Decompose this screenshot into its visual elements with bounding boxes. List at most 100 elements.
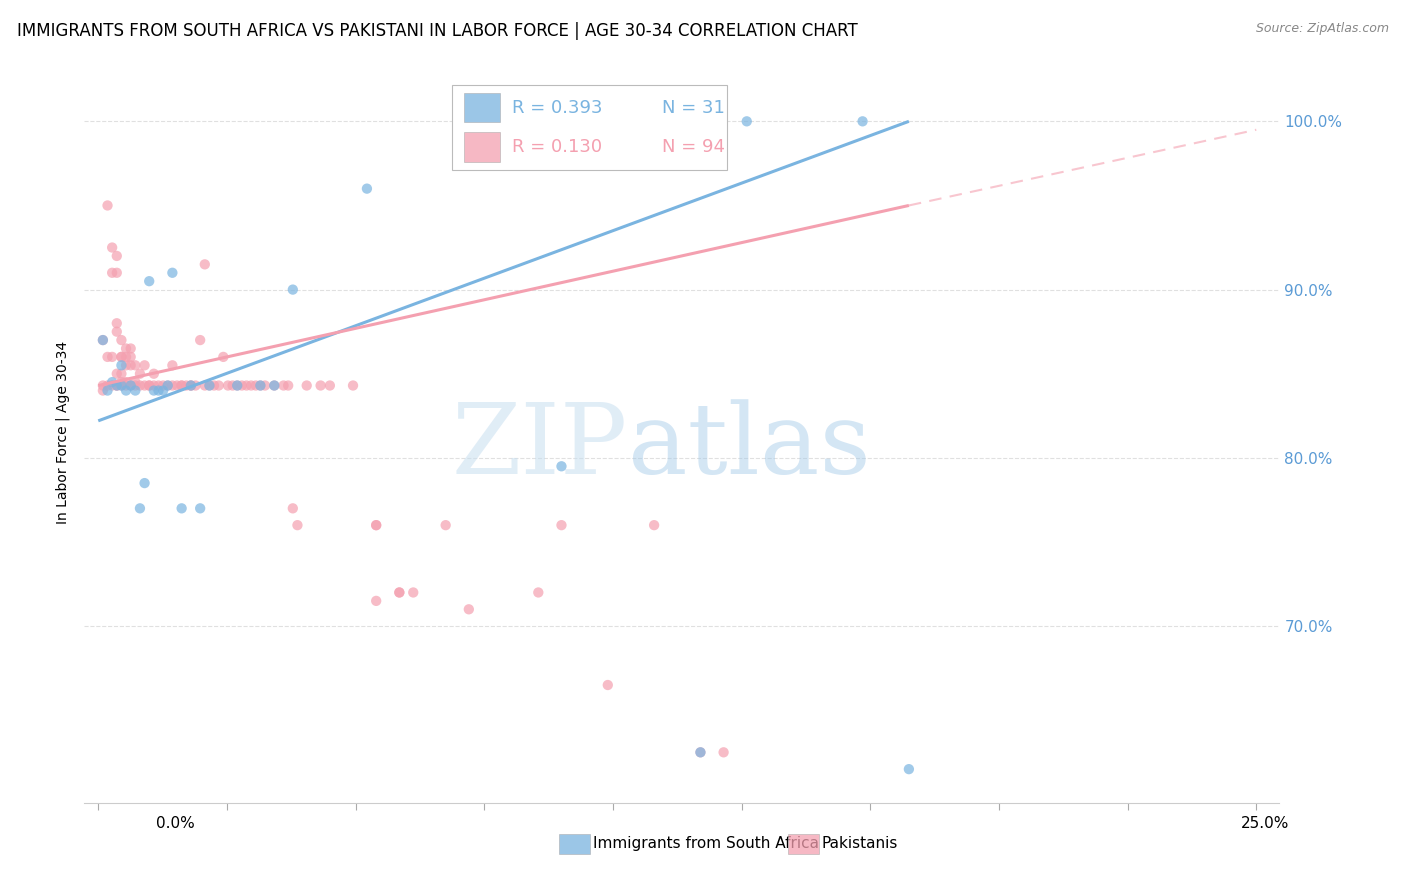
Point <box>194 257 217 271</box>
Point <box>212 350 235 364</box>
Point <box>129 378 152 392</box>
Point <box>91 378 114 392</box>
Point <box>277 378 299 392</box>
Point <box>138 378 160 392</box>
Point <box>550 459 572 474</box>
Point <box>124 375 146 389</box>
Point <box>366 518 388 533</box>
Point <box>152 384 174 398</box>
Point <box>110 375 132 389</box>
Point <box>198 378 221 392</box>
Point <box>124 384 146 398</box>
Point <box>105 316 128 330</box>
Point <box>174 378 197 392</box>
Point <box>188 333 211 347</box>
Point <box>166 378 188 392</box>
Text: Pakistanis: Pakistanis <box>821 837 898 851</box>
Text: 0.0%: 0.0% <box>156 816 195 831</box>
Point <box>170 378 193 392</box>
Point <box>120 350 142 364</box>
FancyBboxPatch shape <box>464 132 501 161</box>
Point <box>309 378 332 392</box>
Text: Source: ZipAtlas.com: Source: ZipAtlas.com <box>1256 22 1389 36</box>
Point <box>105 249 128 263</box>
Point <box>226 378 249 392</box>
Point <box>180 378 202 392</box>
Text: Immigrants from South Africa: Immigrants from South Africa <box>593 837 818 851</box>
Point <box>170 501 193 516</box>
Point <box>110 367 132 381</box>
Point <box>134 359 156 373</box>
Point <box>170 378 193 392</box>
Point <box>319 378 342 392</box>
Point <box>96 378 118 392</box>
Point <box>96 198 118 212</box>
Point <box>124 378 146 392</box>
Point <box>101 375 124 389</box>
Point <box>138 274 160 288</box>
Point <box>184 378 207 392</box>
Point <box>287 518 309 533</box>
Text: IMMIGRANTS FROM SOUTH AFRICA VS PAKISTANI IN LABOR FORCE | AGE 30-34 CORRELATION: IMMIGRANTS FROM SOUTH AFRICA VS PAKISTAN… <box>17 22 858 40</box>
Point <box>226 378 249 392</box>
Point <box>527 585 550 599</box>
Point <box>208 378 231 392</box>
Point <box>115 375 138 389</box>
Point <box>152 378 174 392</box>
Point <box>281 501 304 516</box>
Point <box>101 378 124 392</box>
Point <box>735 114 758 128</box>
Point <box>115 378 138 392</box>
Point <box>115 342 138 356</box>
Point <box>110 350 132 364</box>
Point <box>138 378 160 392</box>
Point <box>596 678 619 692</box>
Point <box>156 378 179 392</box>
Point <box>105 367 128 381</box>
Point <box>263 378 285 392</box>
Point <box>295 378 318 392</box>
Point <box>134 476 156 491</box>
Point <box>101 240 124 254</box>
FancyBboxPatch shape <box>464 93 501 122</box>
Point <box>235 378 257 392</box>
Point <box>162 378 184 392</box>
Point <box>643 518 665 533</box>
Point <box>120 359 142 373</box>
Point <box>366 518 388 533</box>
Point <box>217 378 239 392</box>
Point <box>142 367 165 381</box>
Point <box>388 585 411 599</box>
Point <box>180 378 202 392</box>
Point <box>689 745 711 759</box>
Point <box>249 378 271 392</box>
Text: atlas: atlas <box>628 400 870 495</box>
Point <box>202 378 225 392</box>
Point <box>129 367 152 381</box>
Point <box>689 745 711 759</box>
Point <box>105 378 128 392</box>
Point <box>134 378 156 392</box>
Point <box>240 378 263 392</box>
Point <box>550 518 572 533</box>
Point <box>91 384 114 398</box>
Point <box>120 378 142 392</box>
Point <box>402 585 425 599</box>
Point <box>110 378 132 392</box>
Point <box>115 350 138 364</box>
Point <box>253 378 276 392</box>
FancyBboxPatch shape <box>453 85 727 169</box>
Point <box>124 359 146 373</box>
Point <box>342 378 364 392</box>
Text: R = 0.130: R = 0.130 <box>512 137 602 156</box>
Point <box>221 378 243 392</box>
Text: ZIP: ZIP <box>451 400 628 495</box>
Point <box>156 378 179 392</box>
Point <box>356 181 378 195</box>
Point <box>263 378 285 392</box>
Point <box>96 350 118 364</box>
Point <box>434 518 457 533</box>
Point <box>457 602 479 616</box>
Point <box>231 378 253 392</box>
Point <box>105 378 128 392</box>
